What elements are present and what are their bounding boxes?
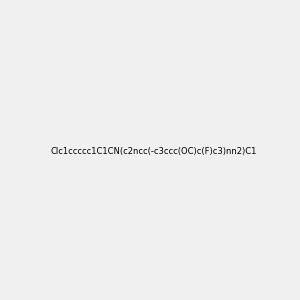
Text: Clc1ccccc1C1CN(c2ncc(-c3ccc(OC)c(F)c3)nn2)C1: Clc1ccccc1C1CN(c2ncc(-c3ccc(OC)c(F)c3)nn… [51,147,257,156]
